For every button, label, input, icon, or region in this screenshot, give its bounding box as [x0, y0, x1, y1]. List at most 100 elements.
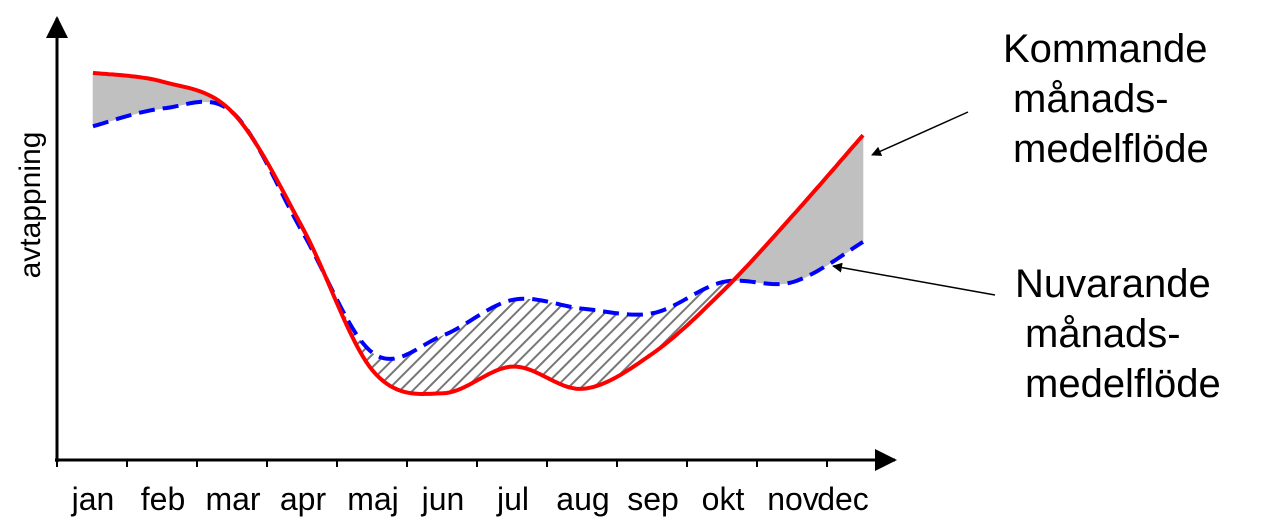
area-segment	[99, 73, 103, 125]
x-tick-label: nov	[767, 481, 819, 517]
annotation: Kommande	[1003, 27, 1208, 71]
area-segment	[443, 333, 447, 394]
area-segment	[782, 222, 787, 285]
area-segment	[635, 314, 639, 366]
area-segment	[180, 85, 185, 106]
area-segment	[119, 74, 124, 119]
area-segment	[579, 308, 583, 389]
area-segment	[135, 76, 141, 115]
area-segment	[429, 340, 433, 394]
area-segment	[520, 298, 524, 368]
area-segment	[702, 288, 706, 312]
area-segment	[147, 78, 153, 112]
area-segment	[846, 148, 851, 253]
area-segment	[785, 218, 790, 284]
area-segment	[628, 314, 632, 370]
area-segment	[523, 298, 527, 369]
area-segment	[646, 313, 650, 359]
area-segment	[139, 76, 145, 114]
area-fill	[92, 72, 864, 394]
x-tick-label: okt	[702, 481, 745, 517]
area-segment	[632, 314, 636, 368]
area-segment	[618, 313, 622, 377]
area-segment	[488, 307, 492, 375]
area-segment	[464, 322, 468, 388]
area-segment	[162, 81, 167, 109]
area-segment	[425, 342, 429, 394]
area-segment	[771, 234, 776, 285]
x-tick-label: jan	[71, 481, 115, 517]
area-segment	[432, 338, 436, 394]
area-segment	[811, 188, 817, 275]
area-segment	[151, 78, 156, 111]
area-segment	[858, 136, 862, 246]
area-segment	[835, 160, 841, 261]
area-segment	[800, 201, 805, 280]
area-segment	[481, 311, 485, 378]
area-segment	[457, 326, 461, 391]
y-axis-label: avtappning	[14, 132, 47, 279]
area-segment	[824, 174, 829, 268]
area-segment	[96, 72, 101, 126]
annotation-arrow	[832, 262, 996, 296]
area-segment	[832, 165, 837, 263]
area-segment	[169, 83, 174, 108]
area-segment	[621, 313, 625, 375]
x-tick-label: dec	[817, 481, 869, 517]
area-segment	[509, 299, 513, 367]
x-tick-label: maj	[347, 481, 399, 517]
area-segment	[572, 307, 576, 389]
area-segment	[467, 320, 471, 386]
area-segment	[586, 309, 590, 389]
area-segment	[778, 226, 783, 285]
area-segment	[548, 301, 552, 380]
area-segment	[401, 355, 405, 392]
area-segment	[611, 312, 615, 381]
area-segment	[397, 356, 401, 391]
annotation: månads-	[1025, 312, 1181, 356]
area-segment	[94, 72, 98, 127]
area-segment	[474, 315, 478, 382]
annotation: Nuvarande	[1015, 262, 1211, 306]
area-segment	[383, 358, 387, 384]
area-segment	[544, 301, 548, 379]
area-segment	[418, 346, 422, 394]
area-segment	[853, 142, 857, 249]
area-segment	[674, 303, 678, 337]
area-segment	[569, 306, 573, 389]
area-segment	[541, 300, 545, 377]
area-segment	[411, 350, 415, 394]
area-segment	[387, 358, 391, 387]
area-segment	[663, 308, 667, 346]
area-segment	[502, 301, 506, 369]
area-segment	[607, 312, 611, 382]
area-segment	[698, 290, 702, 315]
area-segment	[102, 73, 106, 124]
area-segment	[159, 80, 164, 110]
area-segment	[660, 310, 664, 349]
area-segment	[843, 152, 848, 256]
area-segment	[115, 74, 121, 120]
area-segment	[828, 169, 833, 266]
area-segment	[562, 304, 566, 387]
area-segment	[131, 75, 137, 116]
area-segment	[530, 299, 534, 372]
area-segment	[404, 354, 408, 393]
area-segment	[839, 156, 844, 258]
area-segment	[166, 82, 171, 109]
area-segment	[667, 307, 671, 343]
area-segment	[684, 297, 688, 328]
area-segment	[534, 299, 538, 374]
area-segment	[485, 309, 489, 377]
annotation: medelflöde	[1013, 127, 1209, 171]
area-segment	[506, 300, 510, 368]
area-segment	[551, 302, 555, 382]
area-segment	[597, 310, 601, 386]
area-segment	[537, 299, 541, 375]
area-segment	[604, 311, 608, 384]
area-segment	[642, 314, 646, 361]
area-segment	[803, 197, 809, 279]
area-segment	[376, 355, 380, 379]
area-segment	[688, 295, 692, 325]
x-tick-label: mar	[205, 481, 260, 517]
